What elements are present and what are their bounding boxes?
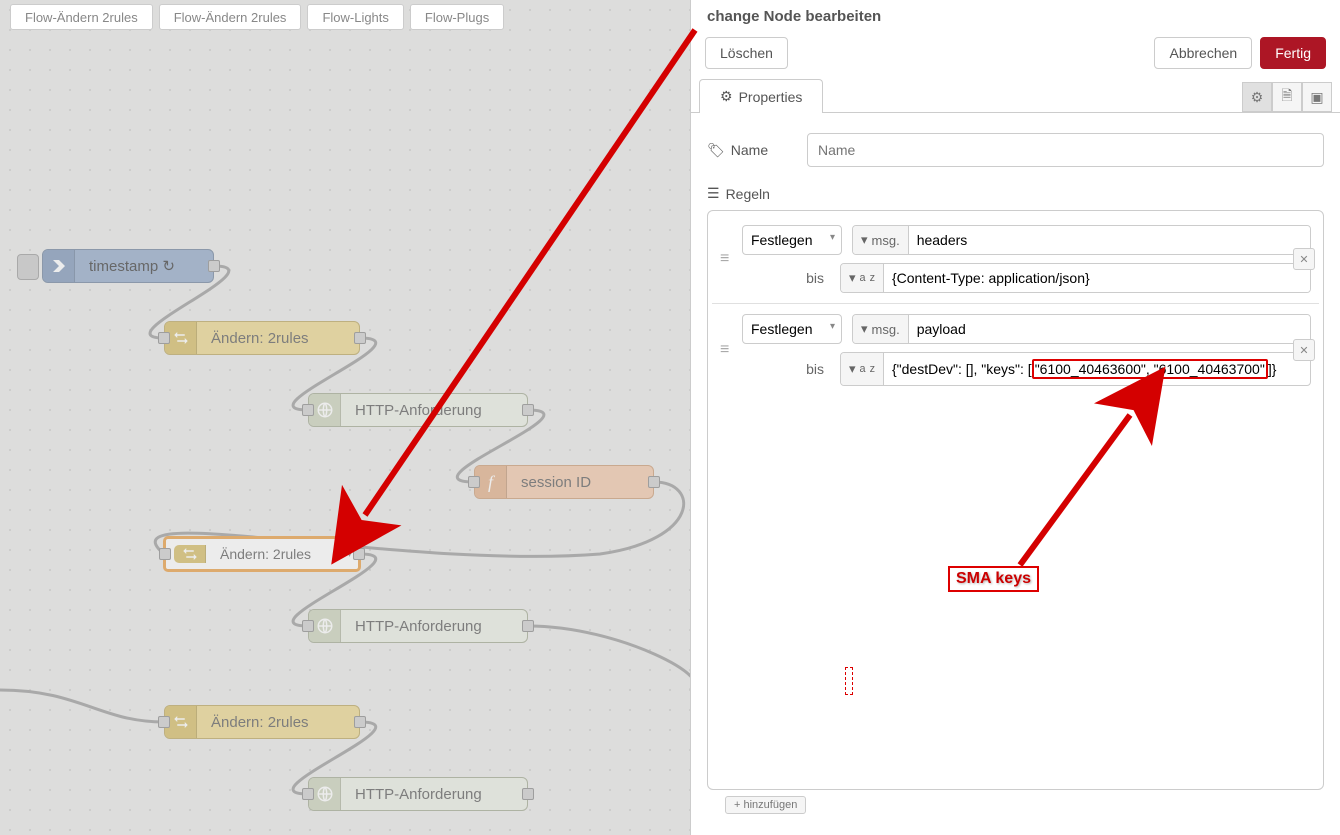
node-port-in[interactable] <box>302 404 314 416</box>
target-input[interactable] <box>909 315 1310 343</box>
inject-icon <box>43 250 75 282</box>
annotation-marker <box>845 667 853 695</box>
sma-keys-annotation: SMA keys <box>948 566 1039 592</box>
node-port-in[interactable] <box>159 548 171 560</box>
change-icon <box>174 545 206 563</box>
settings-icon-btn[interactable]: ⚙ <box>1242 82 1272 112</box>
http-node[interactable]: HTTP-Anforderung <box>308 609 528 643</box>
flow-tabs: Flow-Ändern 2rules Flow-Ändern 2rules Fl… <box>10 4 504 30</box>
doc-icon-btn[interactable]: 🗎 <box>1272 82 1302 112</box>
action-select[interactable]: Festlegen <box>742 314 842 344</box>
node-label: HTTP-Anforderung <box>341 786 496 803</box>
node-label: timestamp ↻ <box>75 257 189 275</box>
node-port-out[interactable] <box>354 332 366 344</box>
node-label: Ändern: 2rules <box>206 546 325 562</box>
rules-label: ☰ Regeln <box>707 185 807 202</box>
tag-icon: 🏷 <box>707 142 725 159</box>
node-label: Ändern: 2rules <box>197 330 323 347</box>
node-port-out[interactable] <box>522 404 534 416</box>
type-selector[interactable]: ▾ msg. <box>853 226 909 254</box>
change-node[interactable]: Ändern: 2rules <box>164 705 360 739</box>
drag-handle-icon[interactable]: ≡ <box>720 250 729 268</box>
name-input[interactable] <box>807 133 1324 167</box>
node-port-in[interactable] <box>302 620 314 632</box>
edit-panel: change Node bearbeiten Löschen Abbrechen… <box>690 0 1340 835</box>
cancel-button[interactable]: Abbrechen <box>1154 37 1252 69</box>
node-label: HTTP-Anforderung <box>341 402 496 419</box>
delete-rule-button[interactable]: ✕ <box>1293 248 1315 270</box>
value-input[interactable]: {"destDev": [], "keys": ["6100_40463600"… <box>884 353 1310 385</box>
inject-button[interactable] <box>17 254 39 280</box>
appearance-icon-btn[interactable]: ▣ <box>1302 82 1332 112</box>
type-selector[interactable]: ▾ az <box>841 353 884 385</box>
flow-tab[interactable]: Flow-Lights <box>307 4 403 30</box>
rule-row: ≡ ✕ Festlegen ▾ msg. bis ▾ az {"destDev"… <box>712 304 1319 396</box>
node-port-out[interactable] <box>354 716 366 728</box>
rule-row: ≡ ✕ Festlegen ▾ msg. bis ▾ az <box>712 215 1319 304</box>
drag-handle-icon[interactable]: ≡ <box>720 341 729 359</box>
node-port-out[interactable] <box>208 260 220 272</box>
bis-label: bis <box>742 361 830 377</box>
bis-label: bis <box>742 270 830 286</box>
node-port-out[interactable] <box>522 788 534 800</box>
node-label: Ändern: 2rules <box>197 714 323 731</box>
change-node[interactable]: Ändern: 2rules <box>164 321 360 355</box>
rules-container: ≡ ✕ Festlegen ▾ msg. bis ▾ az <box>707 210 1324 790</box>
node-label: session ID <box>507 474 605 491</box>
panel-title: change Node bearbeiten <box>691 0 1340 31</box>
add-rule-button[interactable]: + hinzufügen <box>725 796 806 814</box>
sma-keys-highlight: "6100_40463600", "6100_40463700" <box>1032 359 1268 379</box>
http-node[interactable]: HTTP-Anforderung <box>308 777 528 811</box>
change-node-selected[interactable]: Ändern: 2rules <box>164 537 360 571</box>
gear-icon: ⚙ <box>720 88 733 105</box>
flow-tab[interactable]: Flow-Ändern 2rules <box>10 4 153 30</box>
node-port-in[interactable] <box>302 788 314 800</box>
node-port-in[interactable] <box>158 716 170 728</box>
type-selector[interactable]: ▾ msg. <box>853 315 909 343</box>
done-button[interactable]: Fertig <box>1260 37 1326 69</box>
http-node[interactable]: HTTP-Anforderung <box>308 393 528 427</box>
type-selector[interactable]: ▾ az <box>841 264 884 292</box>
flow-tab[interactable]: Flow-Ändern 2rules <box>159 4 302 30</box>
action-select[interactable]: Festlegen <box>742 225 842 255</box>
delete-button[interactable]: Löschen <box>705 37 788 69</box>
inject-node[interactable]: timestamp ↻ <box>42 249 214 283</box>
delete-rule-button[interactable]: ✕ <box>1293 339 1315 361</box>
flow-canvas[interactable]: Flow-Ändern 2rules Flow-Ändern 2rules Fl… <box>0 0 690 835</box>
node-port-out[interactable] <box>353 548 365 560</box>
node-label: HTTP-Anforderung <box>341 618 496 635</box>
node-port-in[interactable] <box>158 332 170 344</box>
flow-tab[interactable]: Flow-Plugs <box>410 4 504 30</box>
node-port-out[interactable] <box>648 476 660 488</box>
node-port-out[interactable] <box>522 620 534 632</box>
list-icon: ☰ <box>707 185 720 202</box>
node-port-in[interactable] <box>468 476 480 488</box>
name-label: 🏷 Name <box>707 142 807 159</box>
value-input[interactable] <box>884 264 1310 292</box>
tab-label: Properties <box>739 89 803 105</box>
properties-tab[interactable]: ⚙ Properties <box>699 79 823 113</box>
target-input[interactable] <box>909 226 1310 254</box>
function-node[interactable]: f session ID <box>474 465 654 499</box>
